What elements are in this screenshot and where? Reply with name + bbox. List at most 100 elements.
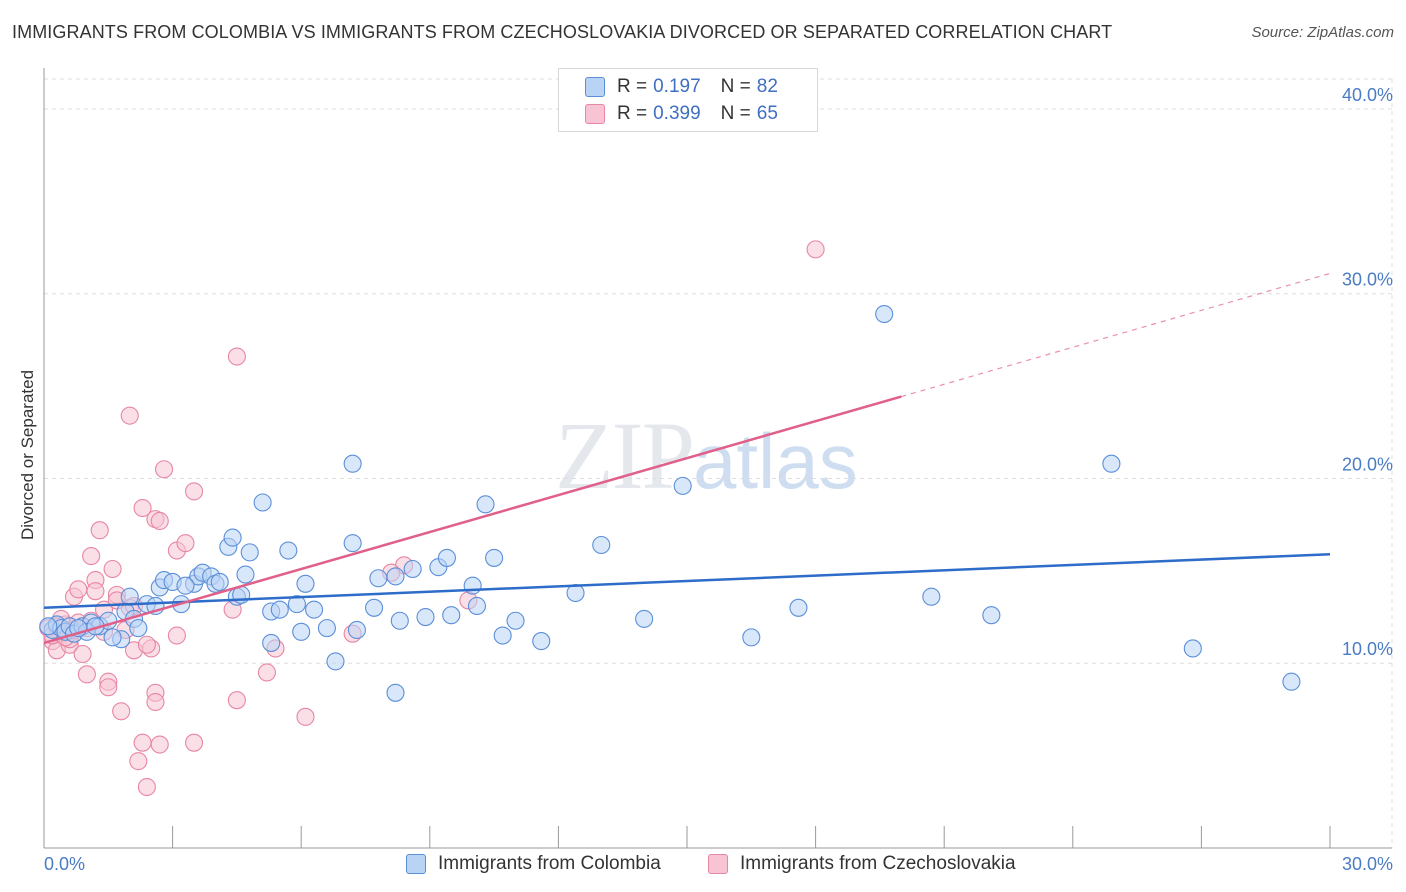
czech-point (112, 702, 131, 721)
czech-point (176, 534, 195, 553)
czech-point (73, 644, 92, 664)
colombia-point (262, 633, 281, 652)
colombia-point (635, 609, 654, 628)
czech-point (133, 498, 152, 518)
czech-point (296, 707, 315, 726)
colombia-point (476, 495, 495, 514)
colombia-point (287, 595, 306, 614)
legend-n-value-czech: 65 (756, 103, 778, 124)
czech-point (146, 692, 165, 712)
czech-point (90, 521, 109, 540)
trend-lines (43, 272, 1331, 645)
czech-point (129, 752, 148, 771)
colombia-point (347, 620, 366, 640)
colombia-point (467, 596, 487, 616)
colombia-point (789, 598, 808, 617)
czech-point (184, 733, 204, 752)
y-tick-label: 20.0% (1342, 454, 1393, 474)
tick-labels: 10.0% 20.0% 30.0% 40.0% 0.0% 30.0% (44, 85, 1393, 874)
colombia-point (532, 632, 551, 651)
colombia-point (403, 559, 422, 579)
colombia-point (279, 541, 298, 560)
colombia-point (317, 619, 336, 638)
czech-point (103, 559, 122, 579)
czech-point (167, 626, 186, 645)
colombia-point (1282, 672, 1301, 691)
czech-point (227, 347, 246, 366)
colombia-point (236, 565, 255, 584)
colombia-point (982, 606, 1001, 625)
source-label: Source: ZipAtlas.com (1251, 24, 1394, 41)
bottom-legend-colombia: Immigrants from Colombia (406, 851, 661, 877)
correlation-legend: R = 0.197 N = 82 R = 0.399 N = 65 (558, 68, 818, 132)
colombia-point (343, 534, 362, 553)
colombia-point (223, 528, 242, 547)
colombia-point (103, 628, 122, 647)
czech-point (133, 733, 152, 752)
czech-point (184, 482, 204, 501)
czech-point (257, 663, 276, 682)
czech-point (154, 460, 174, 479)
y-tick-label: 40.0% (1342, 85, 1393, 105)
czech-point (150, 735, 169, 754)
x-tick-label: 30.0% (1342, 854, 1393, 874)
legend-n-label: N = (720, 76, 751, 97)
colombia-point (742, 628, 761, 647)
colombia-point (39, 617, 58, 636)
colombia-point (390, 611, 409, 630)
legend-r-value-colombia: 0.197 (653, 76, 701, 97)
x-tick-label: 0.0% (44, 854, 85, 874)
colombia-point (253, 493, 272, 512)
czech-trend-line (43, 395, 902, 645)
colombia-point (270, 600, 289, 619)
czech-point (227, 691, 246, 710)
colombia-point (176, 576, 195, 595)
legend-r-label: R = (617, 103, 648, 124)
czech-trend-extension (901, 272, 1331, 398)
colombia-point (493, 626, 512, 645)
czech-point (137, 777, 156, 797)
colombia-point (369, 569, 388, 588)
legend-row-czech: R = 0.399 N = 65 (585, 101, 778, 127)
colombia-trend-line (43, 552, 1331, 610)
colombia-point (922, 587, 941, 606)
colombia-point (416, 607, 435, 627)
watermark: ZIPatlas (555, 400, 858, 511)
legend-n-value-colombia: 82 (756, 76, 778, 97)
colombia-point (129, 619, 148, 638)
colombia-point (1183, 639, 1202, 658)
legend-r-label: R = (617, 76, 648, 97)
bottom-legend-czech: Immigrants from Czechoslovakia (708, 851, 1016, 877)
czech-point (150, 511, 169, 531)
colombia-legend-swatch (406, 854, 426, 874)
colombia-point (292, 622, 311, 641)
colombia-legend-label: Immigrants from Colombia (438, 853, 661, 874)
colombia-points (39, 304, 1301, 702)
legend-r-value-czech: 0.399 (653, 103, 701, 124)
y-tick-label: 10.0% (1342, 639, 1393, 659)
colombia-point (240, 543, 259, 562)
colombia-point (120, 587, 139, 606)
colombia-swatch (585, 77, 605, 97)
colombia-point (442, 606, 461, 625)
colombia-point (386, 683, 405, 702)
czech-point (806, 240, 825, 259)
colombia-point (485, 548, 504, 567)
colombia-point (437, 548, 456, 567)
czech-point (137, 635, 156, 654)
czech-point (77, 665, 96, 684)
colombia-point (365, 598, 384, 617)
legend-n-label: N = (720, 103, 751, 124)
legend-row-colombia: R = 0.197 N = 82 (585, 74, 778, 100)
czech-points (39, 240, 825, 797)
czech-point (82, 547, 101, 566)
chart-title: IMMIGRANTS FROM COLOMBIA VS IMMIGRANTS F… (12, 22, 1113, 42)
czech-point (99, 678, 118, 697)
colombia-point (296, 574, 315, 593)
czech-point (120, 406, 139, 425)
colombia-point (875, 304, 894, 324)
axes (43, 68, 1392, 849)
colombia-point (210, 572, 229, 591)
colombia-point (1102, 454, 1121, 473)
y-tick-label: 30.0% (1342, 270, 1393, 290)
